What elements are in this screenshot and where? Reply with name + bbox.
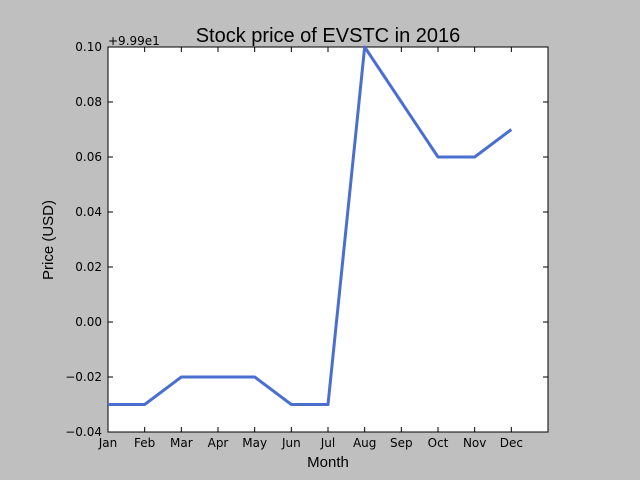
- x-tick-label: Oct: [428, 436, 449, 450]
- x-tick-label: Feb: [134, 436, 155, 450]
- y-tick-label: 0.06: [75, 150, 102, 164]
- x-tick-label: May: [242, 436, 267, 450]
- y-axis-label: Price (USD): [40, 200, 57, 280]
- x-axis: Jan Feb Mar Apr May Jun Jul Aug Sep Oct Nov Dec: [98, 47, 523, 450]
- y-tick-label: 0.02: [75, 260, 102, 274]
- x-tick-label: Aug: [353, 436, 376, 450]
- x-tick-label: Dec: [500, 436, 523, 450]
- x-tick-label: Jun: [281, 436, 301, 450]
- x-tick-label: Apr: [208, 436, 229, 450]
- y-tick-label: 0.08: [75, 95, 102, 109]
- x-tick-label: Nov: [463, 436, 486, 450]
- x-tick-label: Jan: [98, 436, 118, 450]
- plot-area: [107, 46, 549, 433]
- x-tick-label: Mar: [170, 436, 193, 450]
- x-tick-label: Sep: [390, 436, 413, 450]
- chart-title: Stock price of EVSTC in 2016: [196, 25, 461, 47]
- y-offset-label: +9.99e1: [108, 34, 160, 48]
- y-tick-label: 0.00: [75, 315, 102, 329]
- y-tick-label: −0.04: [65, 425, 102, 439]
- x-axis-label: Month: [307, 454, 349, 471]
- y-tick-label: 0.10: [75, 40, 102, 54]
- y-tick-label: −0.02: [65, 370, 102, 384]
- y-axis: −0.04 −0.02 0.00 0.02 0.04 0.06 0.08 0.10: [65, 40, 548, 439]
- series-line: [108, 45, 513, 406]
- y-tick-label: 0.04: [75, 205, 102, 219]
- series-layer: [108, 45, 513, 406]
- x-tick-label: Jul: [320, 436, 335, 450]
